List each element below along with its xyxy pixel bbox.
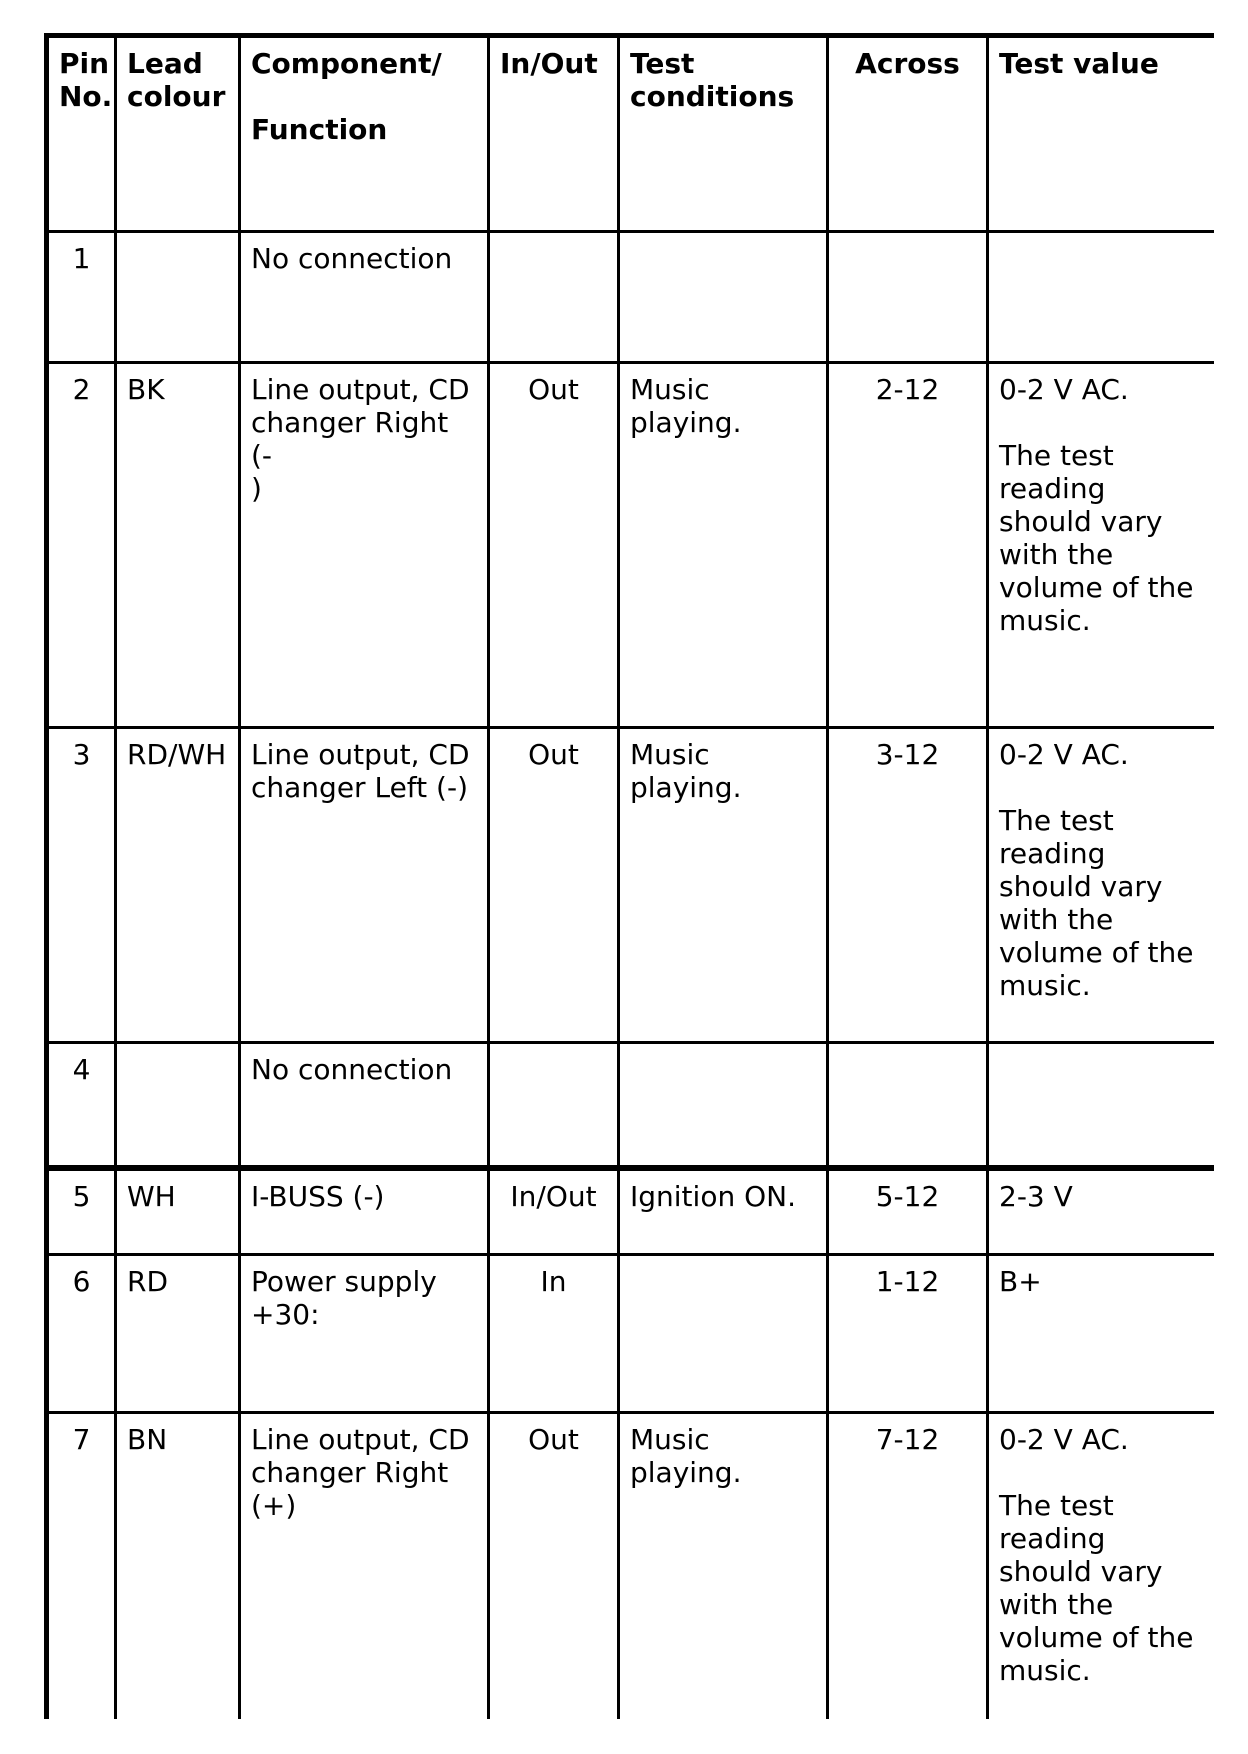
cell-in-out: In/Out	[487, 1166, 620, 1256]
cell-component: Line output, CD changer Right (+)	[238, 1411, 490, 1719]
cell-component: I-BUSS (-)	[238, 1166, 490, 1256]
cell-component: Line output, CD changer Left (-)	[238, 726, 490, 1044]
cell-in-out	[487, 1041, 620, 1171]
cell-across: 2-12	[826, 361, 989, 729]
cell-in-out	[487, 230, 620, 364]
cell-in-out: Out	[487, 361, 620, 729]
cell-lead-colour: BN	[114, 1411, 241, 1719]
cell-test-value	[986, 1041, 1214, 1171]
table-row-pin-3: 3 RD/WH Line output, CD changer Left (-)…	[45, 726, 1214, 1044]
cell-across: 3-12	[826, 726, 989, 1044]
cell-in-out: Out	[487, 726, 620, 1044]
cell-test-value: 0-2 V AC. The test reading should vary w…	[986, 361, 1214, 729]
cell-test-conditions: Music playing.	[617, 1411, 829, 1719]
pinout-table: Pin No. Lead colour Component/ Function …	[44, 33, 1214, 1719]
header-test-conditions: Test conditions	[617, 34, 829, 233]
cell-lead-colour: BK	[114, 361, 241, 729]
cell-pin: 1	[45, 230, 117, 364]
cell-test-conditions: Music playing.	[617, 361, 829, 729]
cell-lead-colour	[114, 230, 241, 364]
table-row-pin-2: 2 BK Line output, CD changer Right (- ) …	[45, 361, 1214, 729]
cell-test-value: 0-2 V AC. The test reading should vary w…	[986, 726, 1214, 1044]
cell-test-conditions	[617, 1041, 829, 1171]
cell-lead-colour: WH	[114, 1166, 241, 1256]
cell-test-conditions: Ignition ON.	[617, 1166, 829, 1256]
cell-test-value	[986, 230, 1214, 364]
header-in-out: In/Out	[487, 34, 620, 233]
cell-pin: 6	[45, 1253, 117, 1414]
cell-pin: 4	[45, 1041, 117, 1171]
cell-lead-colour	[114, 1041, 241, 1171]
cell-across	[826, 1041, 989, 1171]
cell-across	[826, 230, 989, 364]
header-row: Pin No. Lead colour Component/ Function …	[45, 34, 1214, 233]
cell-pin: 3	[45, 726, 117, 1044]
table-row-pin-4: 4 No connection	[45, 1041, 1214, 1171]
cell-across: 1-12	[826, 1253, 989, 1414]
cell-component: Power supply +30:	[238, 1253, 490, 1414]
header-pin-no: Pin No.	[45, 34, 117, 233]
cell-test-value: 2-3 V	[986, 1166, 1214, 1256]
cell-test-conditions	[617, 1253, 829, 1414]
cell-across: 5-12	[826, 1166, 989, 1256]
header-component-function: Component/ Function	[238, 34, 490, 233]
cell-pin: 2	[45, 361, 117, 729]
table-row-pin-6: 6 RD Power supply +30: In 1-12 B+	[45, 1253, 1214, 1414]
cell-component: Line output, CD changer Right (- )	[238, 361, 490, 729]
header-across: Across	[826, 34, 989, 233]
cell-across: 7-12	[826, 1411, 989, 1719]
cell-lead-colour: RD	[114, 1253, 241, 1414]
cell-component: No connection	[238, 230, 490, 364]
cell-pin: 7	[45, 1411, 117, 1719]
cell-lead-colour: RD/WH	[114, 726, 241, 1044]
cell-test-value: B+	[986, 1253, 1214, 1414]
cell-test-value: 0-2 V AC. The test reading should vary w…	[986, 1411, 1214, 1719]
cell-pin: 5	[45, 1166, 117, 1256]
table-row-pin-1: 1 No connection	[45, 230, 1214, 364]
cell-component: No connection	[238, 1041, 490, 1171]
cell-in-out: Out	[487, 1411, 620, 1719]
cell-test-conditions: Music playing.	[617, 726, 829, 1044]
table-row-pin-7: 7 BN Line output, CD changer Right (+) O…	[45, 1411, 1214, 1719]
cell-in-out: In	[487, 1253, 620, 1414]
header-lead-colour: Lead colour	[114, 34, 241, 233]
cell-test-conditions	[617, 230, 829, 364]
pinout-table-region: Pin No. Lead colour Component/ Function …	[44, 33, 1214, 1719]
header-test-value: Test value	[986, 34, 1214, 233]
table-row-pin-5: 5 WH I-BUSS (-) In/Out Ignition ON. 5-12…	[45, 1166, 1214, 1256]
